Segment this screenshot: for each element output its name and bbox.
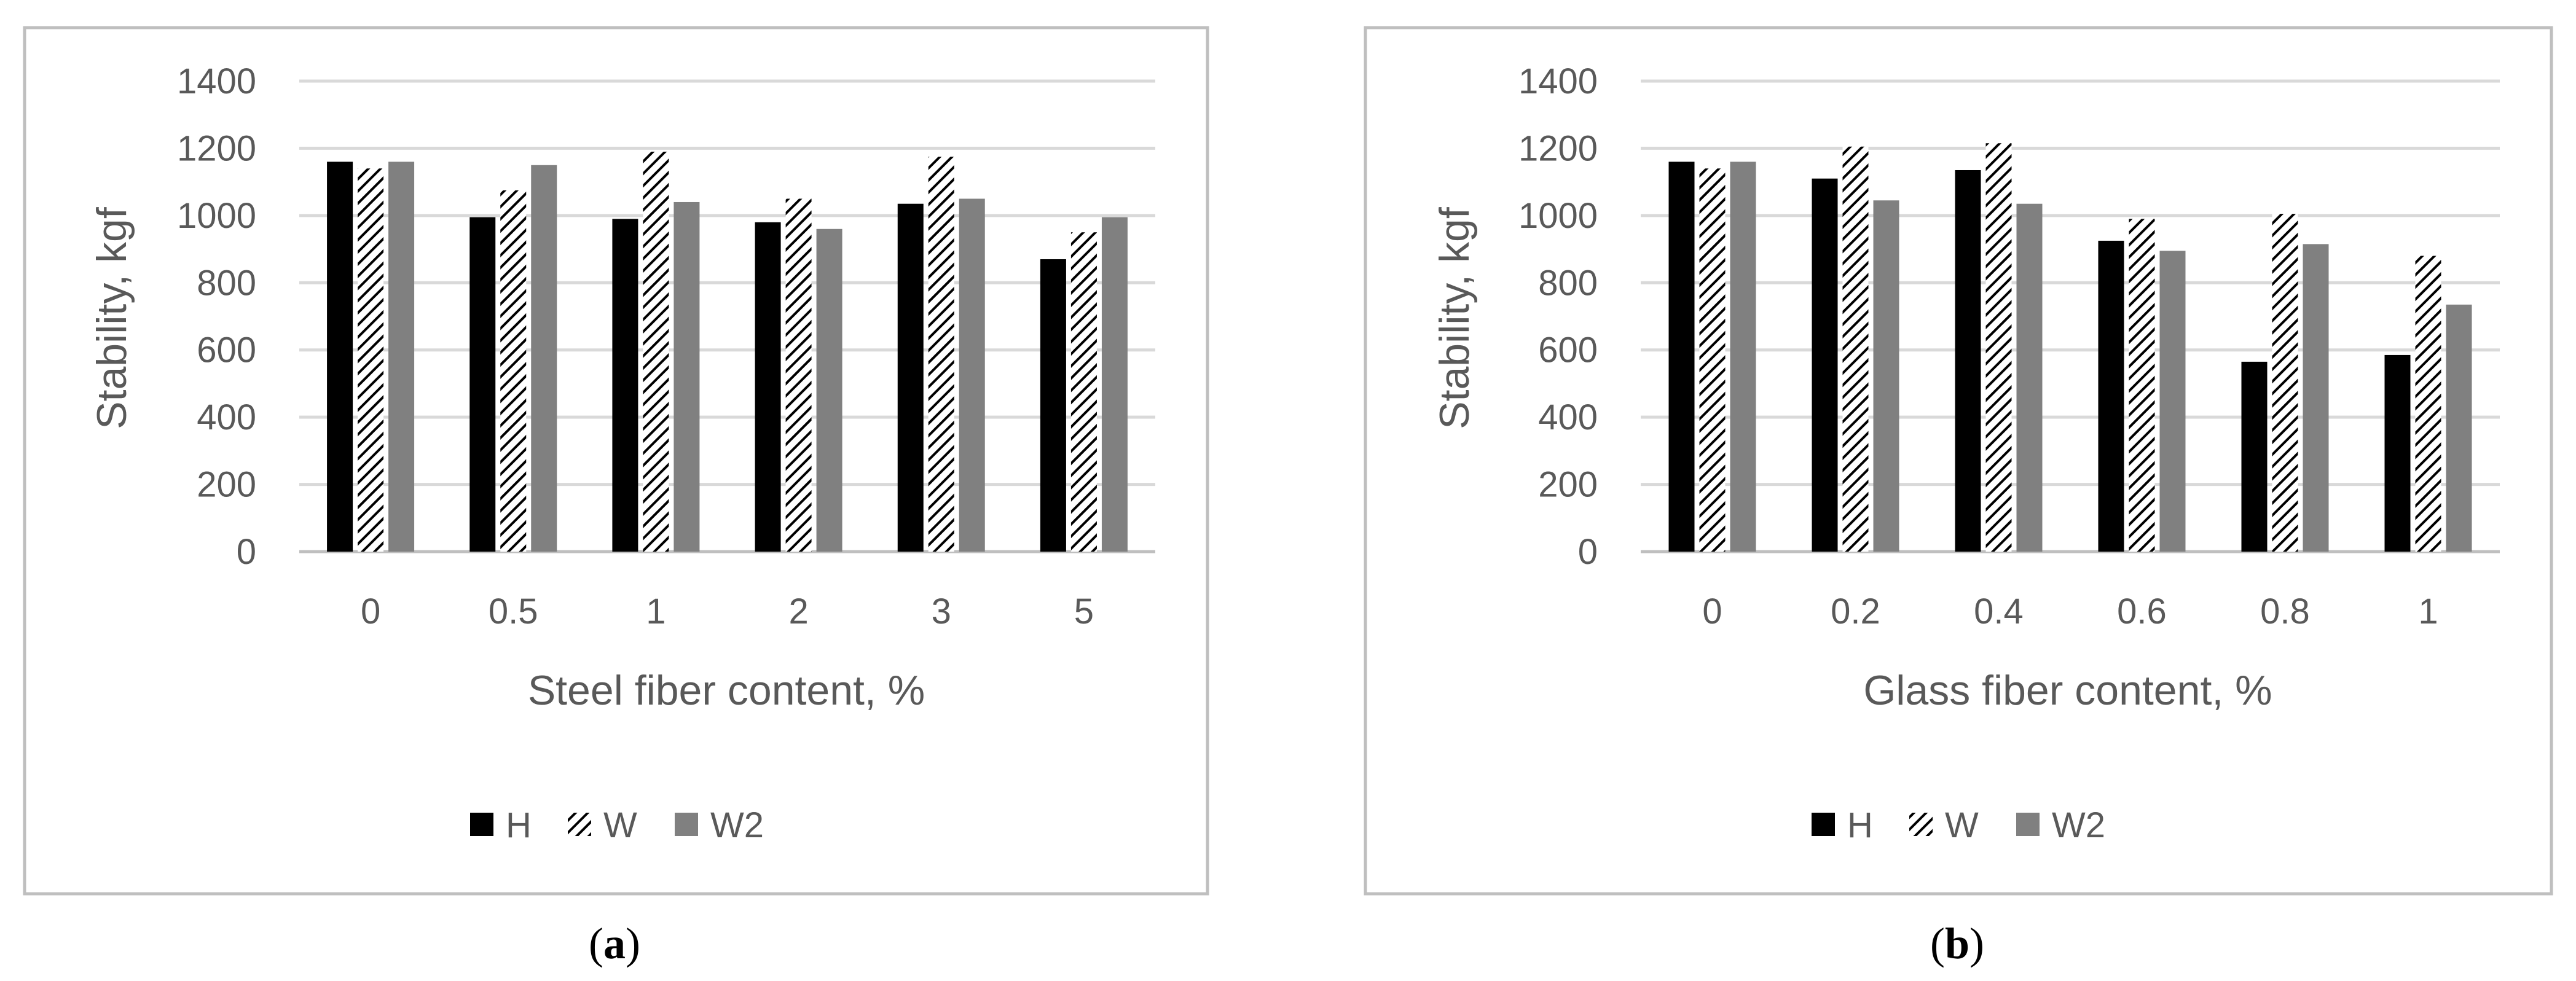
panel-caption-a: (a) [589, 919, 640, 968]
bar-a-h-5 [1040, 259, 1066, 552]
panel-caption-b: (b) [1930, 919, 1984, 968]
bar-a-w2-2 [673, 201, 700, 552]
y-tick-label-a-800: 800 [197, 263, 256, 303]
legend-b: H W W2 [1812, 805, 2105, 845]
x-tick-label-b-2: 0.4 [1974, 592, 2024, 631]
bar-b-h-4 [2241, 361, 2268, 552]
x-tick-label-b-5: 1 [2418, 592, 2438, 631]
y-tick-label-a-400: 400 [197, 397, 256, 437]
x-tick-label-a-5: 5 [1074, 592, 1094, 631]
x-tick-label-a-0: 0 [361, 592, 380, 631]
y-tick-label-a-1400: 1400 [177, 61, 256, 101]
y-tick-label-b-200: 200 [1538, 465, 1598, 505]
bar-b-w2-2 [2016, 203, 2043, 552]
bar-b-w-0 [1699, 168, 1726, 552]
bar-a-w2-1 [531, 165, 557, 552]
y-tick-label-b-1000: 1000 [1518, 196, 1598, 236]
bar-a-h-3 [755, 222, 781, 552]
bar-b-w-1 [1842, 146, 1869, 552]
legend-swatch-w-a [568, 813, 591, 836]
chart-frame-a [23, 26, 1209, 896]
legend-swatch-w-b [1909, 813, 1933, 836]
bar-b-h-0 [1668, 162, 1695, 552]
y-tick-label-b-400: 400 [1538, 397, 1598, 437]
chart-panel-b: 0 200 400 600 800 1000 1200 1400 0 0.2 0.4 0.6 0.8 1… [1364, 26, 2553, 968]
bar-a-w-3 [785, 198, 812, 552]
legend-label-h-a: H [506, 805, 532, 845]
y-tick-label-a-1000: 1000 [177, 196, 256, 236]
bar-a-w-2 [643, 151, 669, 552]
y-tick-label-b-1400: 1400 [1518, 61, 1598, 101]
bar-b-w2-3 [2159, 251, 2186, 552]
y-tick-label-a-0: 0 [237, 532, 256, 572]
x-tick-label-b-3: 0.6 [2117, 592, 2167, 631]
x-tick-label-a-4: 3 [932, 592, 951, 631]
chart-panel-a: 0 200 400 600 800 1000 1200 1400 0 0.5 1 2 3 5 Stabi… [23, 26, 1209, 968]
x-tick-label-a-2: 1 [646, 592, 666, 631]
bar-a-h-4 [897, 203, 924, 552]
yticks-a: 0 200 400 600 800 1000 1200 1400 [177, 61, 256, 572]
bar-b-w2-4 [2303, 244, 2329, 552]
gridlines-a [299, 79, 1155, 553]
bar-a-w-5 [1070, 232, 1097, 552]
legend-swatch-h-b [1812, 813, 1835, 836]
legend-swatch-w2-a [675, 813, 698, 836]
y-tick-label-a-1200: 1200 [177, 128, 256, 168]
bars-b [1668, 143, 2472, 552]
bar-b-w2-0 [1730, 162, 1756, 552]
legend-label-w-a: W [603, 805, 637, 845]
legend-swatch-h-a [470, 813, 493, 836]
x-tick-label-b-0: 0 [1702, 592, 1722, 631]
bar-b-h-5 [2384, 354, 2411, 552]
bar-b-h-3 [2098, 240, 2124, 552]
bars-a [327, 151, 1128, 552]
bar-a-h-0 [327, 162, 353, 552]
bar-b-w-5 [2415, 256, 2441, 552]
xticks-b: 0 0.2 0.4 0.6 0.8 1 [1702, 592, 2438, 631]
x-tick-label-b-1: 0.2 [1831, 592, 1880, 631]
legend-swatch-w2-b [2016, 813, 2040, 836]
y-tick-label-b-0: 0 [1578, 532, 1598, 572]
legend-a: H W W2 [470, 805, 764, 845]
y-tick-label-a-200: 200 [197, 465, 256, 505]
bar-b-h-2 [1955, 170, 1981, 552]
bar-a-w-4 [928, 157, 954, 552]
bar-a-h-2 [612, 219, 638, 552]
legend-label-w2-a: W2 [710, 805, 764, 845]
gridlines-b [1641, 79, 2500, 553]
x-axis-title-b: Glass fiber content, % [1863, 667, 2272, 714]
bar-a-w2-4 [959, 198, 985, 552]
y-axis-title-b: Stability, kgf [1431, 207, 1478, 429]
x-tick-label-a-1: 0.5 [489, 592, 538, 631]
legend-label-h-b: H [1847, 805, 1873, 845]
y-tick-label-a-600: 600 [197, 330, 256, 370]
bar-a-w2-5 [1101, 217, 1128, 552]
x-axis-title-a: Steel fiber content, % [528, 667, 925, 714]
y-axis-title-a: Stability, kgf [88, 207, 135, 429]
y-tick-label-b-600: 600 [1538, 330, 1598, 370]
bar-b-h-1 [1812, 178, 1838, 552]
chart-frame-b [1364, 26, 2553, 896]
bar-b-w-4 [2272, 214, 2298, 552]
x-tick-label-b-4: 0.8 [2260, 592, 2310, 631]
yticks-b: 0 200 400 600 800 1000 1200 1400 [1518, 61, 1598, 572]
bar-a-w-1 [500, 190, 527, 552]
bar-b-w-3 [2129, 219, 2155, 552]
bar-a-w-0 [358, 168, 384, 552]
y-tick-label-b-800: 800 [1538, 263, 1598, 303]
bar-b-w-2 [1985, 143, 2012, 552]
bar-b-w2-1 [1873, 200, 1899, 552]
bar-b-w2-5 [2446, 304, 2472, 552]
legend-label-w2-b: W2 [2052, 805, 2105, 845]
bar-a-w2-3 [816, 229, 842, 552]
legend-label-w-b: W [1945, 805, 1979, 845]
xticks-a: 0 0.5 1 2 3 5 [361, 592, 1094, 631]
y-tick-label-b-1200: 1200 [1518, 128, 1598, 168]
bar-a-h-1 [469, 217, 496, 552]
bar-a-w2-0 [388, 162, 415, 552]
x-tick-label-a-3: 2 [788, 592, 808, 631]
